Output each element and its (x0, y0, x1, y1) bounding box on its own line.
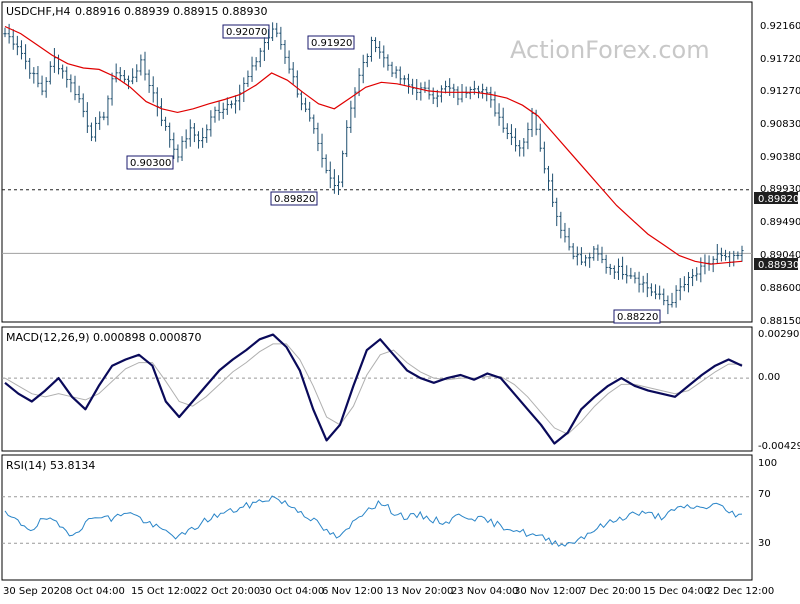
annotation-label: 0.90300 (130, 158, 171, 169)
x-tick-label: 8 Oct 04:00 (66, 586, 125, 597)
price-tag-current: 0.88930 (754, 258, 799, 271)
price-tick-label: 0.92160 (760, 21, 800, 32)
annotation-low-1: 0.90300 (126, 155, 174, 170)
x-tick-label: 30 Sep 2020 (3, 586, 66, 597)
price-tag-level: 0.89820 (754, 192, 799, 205)
x-tick-label: 15 Oct 12:00 (131, 586, 196, 597)
moving-average-line (4, 25, 743, 265)
macd-tick-label: -0.004297 (758, 441, 800, 452)
x-tick-label: 6 Nov 12:00 (322, 586, 383, 597)
price-layer (2, 22, 752, 315)
x-tick-label: 15 Dec 04:00 (643, 586, 710, 597)
annotation-high-1: 0.92070 (222, 24, 270, 39)
macd-line (4, 333, 743, 445)
chart-ohlc: 0.88916 0.88939 0.88915 0.88930 (75, 5, 267, 18)
rsi-tick-label: 100 (758, 458, 777, 469)
annotation-label: 0.88220 (617, 312, 658, 323)
x-tick-label: 13 Nov 20:00 (386, 586, 453, 597)
price-tick-label: 0.89930 (760, 184, 800, 195)
rsi-layer (2, 495, 752, 547)
price-tick-label: 0.90380 (760, 152, 800, 163)
watermark: ActionForex.com (510, 36, 710, 64)
price-tag-label: 0.88930 (758, 260, 799, 271)
price-tick-label: 0.90830 (760, 119, 800, 130)
x-tick-label: 23 Nov 04:00 (451, 586, 518, 597)
x-tick-label: 22 Oct 20:00 (195, 586, 260, 597)
price-tick-label: 0.88600 (760, 283, 800, 294)
macd-title: MACD(12,26,9) 0.000898 0.000870 (6, 331, 202, 344)
price-tag-label: 0.89820 (758, 194, 799, 205)
macd-tick-label: 0.00 (758, 372, 780, 383)
price-tick-label: 0.89490 (760, 217, 800, 228)
x-tick-label: 30 Oct 04:00 (259, 586, 324, 597)
macd-panel (1, 326, 753, 452)
annotation-label: 0.91920 (311, 38, 352, 49)
chart-title: USDCHF,H4 (6, 5, 71, 18)
price-tick-label: 0.91720 (760, 54, 800, 65)
price-tick-label: 0.88150 (760, 316, 800, 327)
price-tick-label: 0.91270 (760, 86, 800, 97)
annotation-low-3: 0.88220 (613, 309, 661, 324)
x-tick-label: 7 Dec 20:00 (580, 586, 641, 597)
rsi-tick-label: 70 (758, 489, 771, 500)
rsi-tick-label: 30 (758, 538, 771, 549)
macd-layer (2, 333, 752, 445)
price-panel (1, 1, 753, 323)
annotation-high-2: 0.91920 (307, 35, 355, 50)
annotation-low-2: 0.89820 (270, 191, 318, 206)
macd-signal-line (4, 343, 742, 435)
price-tick-label: 0.89040 (760, 250, 800, 261)
x-tick-label: 22 Dec 12:00 (707, 586, 774, 597)
annotation-label: 0.92070 (226, 27, 267, 38)
macd-tick-label: 0.002902 (758, 329, 800, 340)
rsi-panel (1, 454, 753, 581)
x-tick-label: 30 Nov 12:00 (514, 586, 581, 597)
rsi-title: RSI(14) 53.8134 (6, 459, 95, 472)
rsi-line (4, 495, 743, 547)
annotation-label: 0.89820 (274, 194, 315, 205)
